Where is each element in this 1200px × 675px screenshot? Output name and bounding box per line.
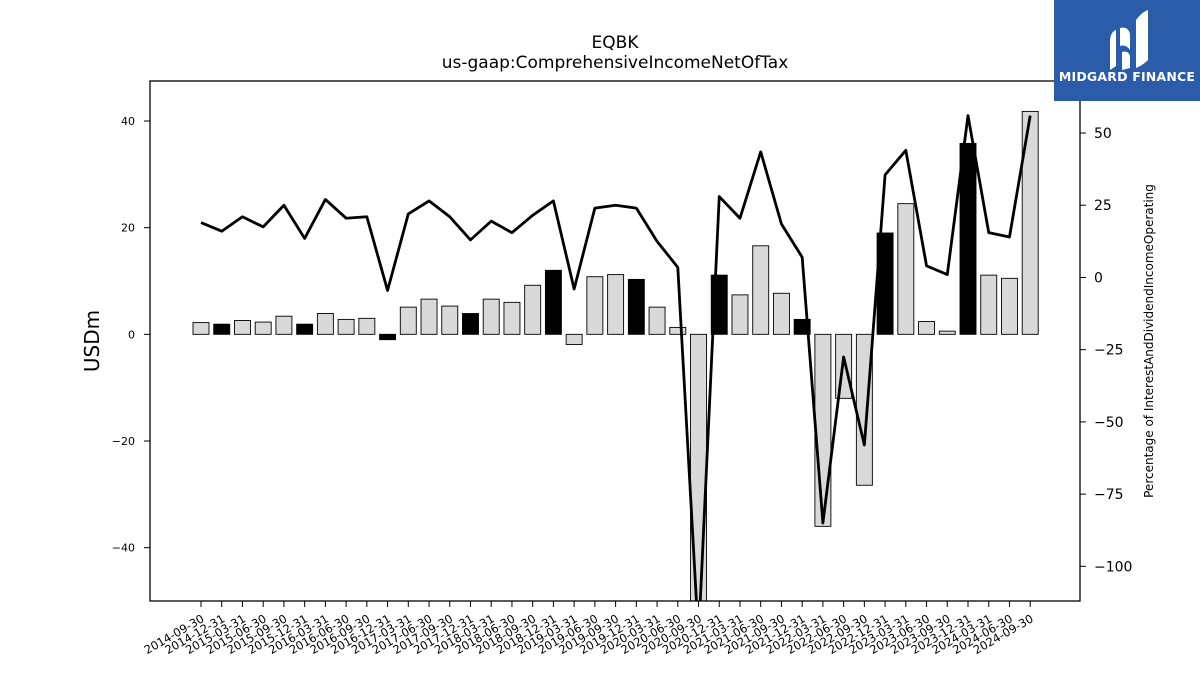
bar xyxy=(316,313,334,335)
bar xyxy=(897,203,915,335)
chart-subtitle: us-gaap:ComprehensiveIncomeNetOfTax xyxy=(442,53,789,73)
y2-tick-label: −75 xyxy=(1094,487,1124,503)
y2-tick-label: 0 xyxy=(1094,270,1103,286)
bar xyxy=(358,317,376,335)
y2-tick-label: −50 xyxy=(1094,415,1124,431)
bar xyxy=(213,323,231,335)
plot-frame xyxy=(149,80,1081,602)
bar xyxy=(648,306,666,335)
bar xyxy=(918,321,935,335)
bar xyxy=(731,294,749,335)
y-tick-label: 20 xyxy=(121,222,135,235)
bar xyxy=(254,321,272,335)
bar xyxy=(565,333,583,345)
bar xyxy=(980,274,998,335)
y-tick-label: 40 xyxy=(121,115,135,128)
bar xyxy=(399,306,417,335)
bar-series xyxy=(192,110,1039,601)
bar xyxy=(938,330,956,335)
bar xyxy=(814,333,832,527)
bar xyxy=(275,315,293,335)
bar xyxy=(462,313,479,335)
series-line xyxy=(200,114,1032,601)
y-tick-label: 0 xyxy=(128,328,135,341)
bar xyxy=(441,305,459,335)
y2-tick-label: 25 xyxy=(1094,198,1112,214)
bar xyxy=(420,298,438,335)
bar xyxy=(627,278,645,335)
x-axis-ticks: 2014-09-302014-12-312015-03-312015-06-30… xyxy=(142,601,1036,657)
line-series xyxy=(200,114,1032,601)
bar xyxy=(379,333,397,341)
bar xyxy=(959,142,977,335)
y-tick-label: −40 xyxy=(112,542,135,555)
y2-tick-label: −25 xyxy=(1094,343,1124,359)
bar xyxy=(544,269,562,335)
bar xyxy=(669,326,687,335)
y-axis-ticks: −40 −20 0 20 40 xyxy=(112,115,150,555)
brand-logo: MIDGARD FINANCE xyxy=(1054,0,1200,101)
y2-axis-label: Percentage of InterestAndDividendIncomeO… xyxy=(1142,184,1156,498)
midgard-logo-icon xyxy=(1110,10,1148,70)
bar xyxy=(1001,277,1018,335)
bar xyxy=(752,245,770,335)
y-axis-label: USDm xyxy=(80,310,104,372)
bar xyxy=(337,318,355,335)
bar xyxy=(482,298,500,335)
bar xyxy=(296,323,314,335)
y2-tick-label: −100 xyxy=(1094,559,1132,575)
bar xyxy=(234,320,251,335)
bar xyxy=(192,322,210,335)
bar xyxy=(524,284,542,335)
bar xyxy=(607,274,625,335)
bar xyxy=(772,292,790,335)
y2-axis-ticks: −100 −75 −50 −25 0 25 50 xyxy=(1080,126,1132,575)
y-tick-label: −20 xyxy=(112,435,135,448)
bar xyxy=(690,333,707,601)
brand-name: MIDGARD FINANCE xyxy=(1058,69,1196,84)
y2-tick-label: 50 xyxy=(1094,126,1112,142)
chart-title: EQBK xyxy=(592,33,640,53)
bar xyxy=(586,276,604,335)
bar xyxy=(503,301,521,335)
bar xyxy=(1021,110,1039,335)
